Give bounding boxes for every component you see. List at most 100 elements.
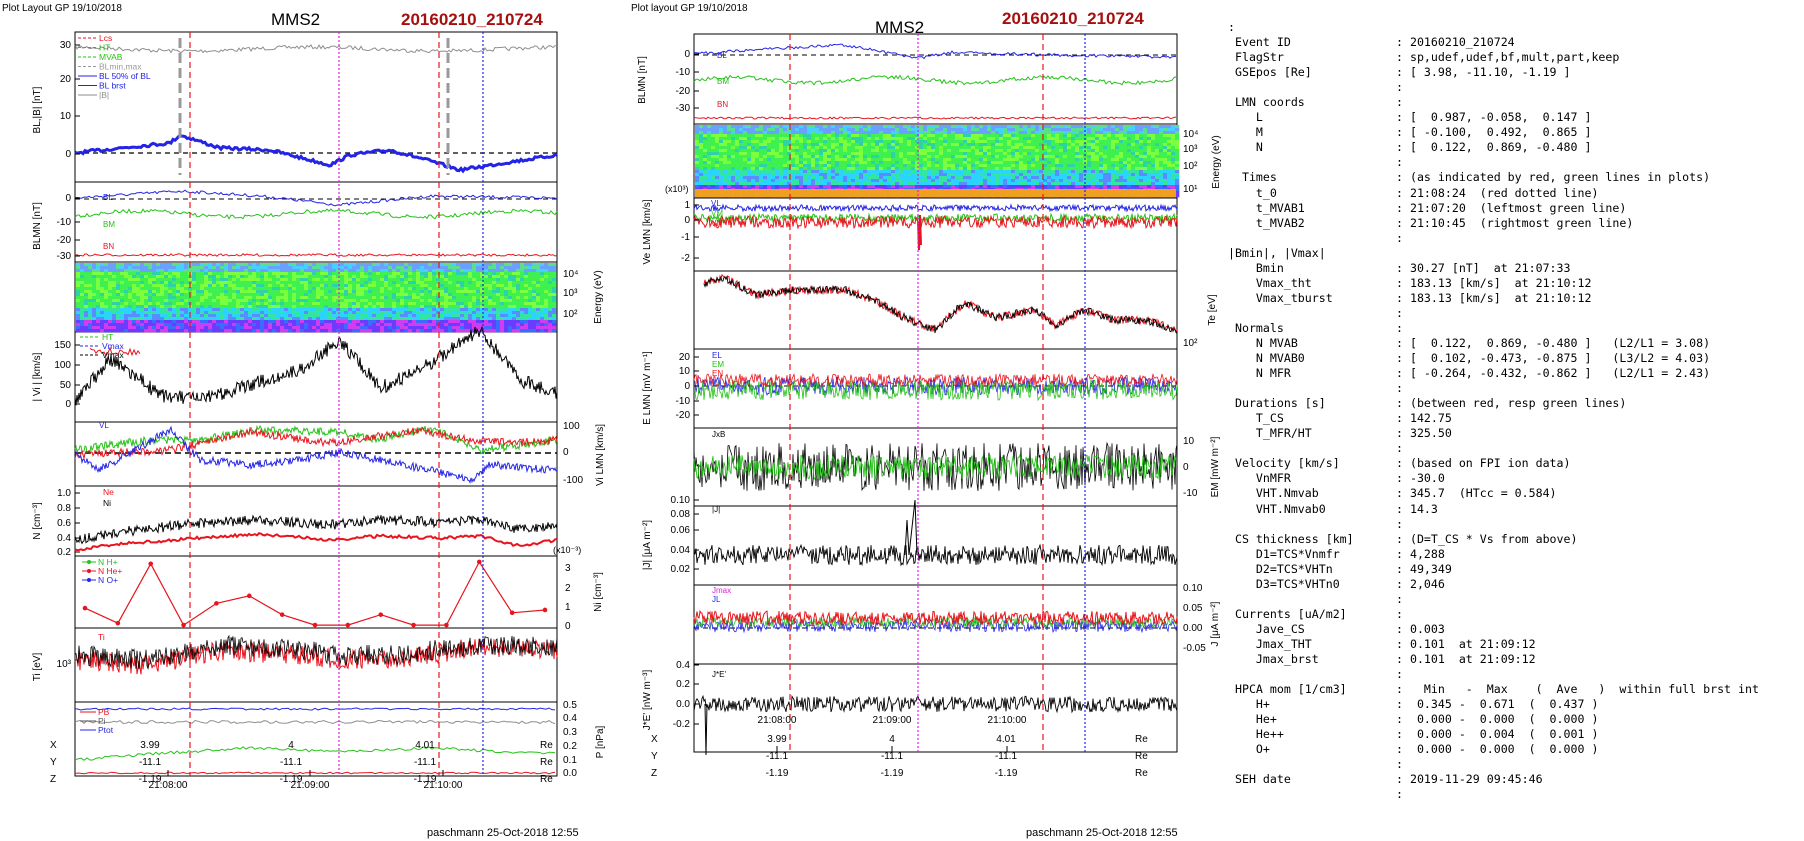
y-tick-label: -100 [563, 475, 583, 486]
coord-value: -11.1 [994, 751, 1018, 762]
y-tick-label: 0.6 [57, 518, 71, 529]
info-key: FlagStr [1234, 50, 1284, 65]
y-axis-label: BLMN [nT] [32, 202, 43, 250]
ne-line [74, 532, 558, 552]
y-axis-label: E LMN [mV m⁻¹] [642, 351, 653, 425]
info-value: : 49,349 [1396, 561, 1452, 576]
info-value: : 0.000 - 0.004 ( 0.001 ) [1396, 727, 1599, 742]
y-tick-label: 20 [60, 74, 72, 85]
coord-unit: Re [540, 740, 553, 751]
ve-l-line [693, 203, 1178, 213]
info-row: Times: (as indicated by red, green lines… [1228, 170, 1798, 185]
y-tick-label: 0 [684, 49, 690, 60]
info-key: Bmin [1255, 260, 1284, 275]
y-tick-label: 10¹ [1183, 184, 1198, 195]
y-axis-label: Energy (eV) [593, 270, 604, 323]
coord-value: -11.1 [138, 757, 162, 768]
x-tick-label: 21:09:00 [291, 780, 330, 791]
info-row: He+: 0.000 - 0.000 ( 0.000 ) [1228, 712, 1798, 727]
y-tick-label: 0.10 [1183, 583, 1203, 594]
y-tick-label: 10² [1183, 338, 1198, 349]
legend-label: PB [98, 707, 110, 717]
coord-label: X [50, 740, 57, 751]
y-tick-label: 0 [65, 193, 71, 204]
coord-value: -1.19 [994, 768, 1018, 779]
y-axis-label: N [cm⁻³] [32, 502, 43, 540]
coord-unit: Re [1135, 768, 1148, 779]
info-row: FlagStr: sp,udef,udef,bf,mult,part,keep [1228, 50, 1798, 65]
info-value: : [1396, 155, 1403, 170]
y-tick-label: -30 [57, 251, 72, 262]
info-key: He++ [1255, 727, 1284, 742]
y-tick-label: -30 [676, 103, 691, 114]
y-tick-label: 0.06 [671, 525, 691, 536]
y-tick-label: 10⁴ [1183, 129, 1198, 140]
info-key: VHT.Nmvab0 [1255, 501, 1326, 516]
info-key: Jmax_THT [1255, 636, 1312, 651]
y-tick-label: 0.2 [676, 679, 690, 690]
coord-unit: Re [1135, 751, 1148, 762]
je-spike [704, 703, 708, 756]
coord-value: -11.1 [413, 757, 437, 768]
legend-marker [87, 569, 91, 573]
y-axis-label: Te [eV] [1207, 294, 1218, 325]
info-row: Jmax_THT: 0.101 at 21:09:12 [1228, 637, 1798, 652]
info-value: : 0.003 [1396, 621, 1445, 636]
y-tick-label: 1 [684, 200, 690, 211]
legend-label: Pi [98, 716, 106, 726]
subplot-frame [693, 505, 1178, 586]
y-axis-label: J*E' [nW m⁻³] [642, 670, 653, 731]
info-value: : [1396, 606, 1403, 621]
info-row: SEH date: 2019-11-29 09:45:46 [1228, 772, 1798, 787]
info-key: H+ [1255, 697, 1270, 712]
middle-coordinates-table: X 3.99 4 4.01 Re Y -11.1 -11.1 -11.1 Re Z -1.19 -1.1… [615, 734, 1227, 804]
info-row: Event ID: 20160210_210724 [1228, 35, 1798, 50]
left-coordinates-table: X 3.99 4 4.01 Re Y -11.1 -11.1 -11.1 Re Z -1.19 -1.1… [0, 740, 615, 810]
coord-value: -1.19 [765, 768, 789, 779]
legend-marker [87, 578, 91, 582]
info-row: VHT.Nmvab0: 14.3 [1228, 502, 1798, 517]
he-plus-point [378, 612, 384, 617]
y-axis-label: J [μA m⁻²] [1210, 601, 1221, 646]
y-axis-label: Vi LMN [km/s] [595, 424, 606, 486]
info-row: D2=TCS*VHTn: 49,349 [1228, 562, 1798, 577]
vl-line [74, 425, 558, 485]
he-plus-point [312, 622, 318, 628]
info-row: t_MVAB2 : 21:10:45 (rightmost green line) [1228, 216, 1798, 231]
y-tick-label: -20 [676, 86, 691, 97]
info-row: CS thickness [km]: (D=T_CS * Vs from abo… [1228, 532, 1798, 547]
y-tick-label: 0 [565, 621, 571, 632]
he-plus-point [181, 622, 186, 628]
vn-line [74, 426, 558, 461]
y-axis-label: P [nPa] [595, 725, 606, 758]
y-tick-label: 0 [563, 447, 569, 458]
legend-label: BL brst [99, 81, 126, 91]
y-tick-label: -20 [676, 410, 691, 421]
he-plus-point [411, 622, 416, 628]
info-value: : 21:10:45 (rightmost green line) [1396, 215, 1634, 230]
y-tick-label: 20 [679, 352, 691, 363]
info-row: : [1228, 592, 1798, 607]
y-tick-label: -0.05 [1183, 643, 1206, 654]
bn-line [693, 116, 1177, 120]
coord-unit: Re [1135, 734, 1148, 745]
info-key: t_MVAB2 [1255, 215, 1305, 230]
info-value: : Min - Max ( Ave ) within full brst int [1396, 682, 1759, 697]
info-row: Velocity [km/s]: (based on FPI ion data) [1228, 456, 1798, 471]
y-tick-label: 0.02 [671, 564, 691, 575]
info-value: : [ 0.122, 0.869, -0.480 ] [1396, 140, 1592, 155]
info-key: He+ [1255, 712, 1277, 727]
info-row: Vmax_tburst: 183.13 [km/s] at 21:10:12 [1228, 291, 1798, 306]
y-tick-label: 0.1 [563, 755, 577, 766]
j-spike [904, 499, 918, 556]
legend-label: N O+ [98, 575, 118, 585]
info-value: : [1396, 591, 1403, 606]
info-value: : 0.000 - 0.000 ( 0.000 ) [1396, 742, 1599, 757]
y-tick-label: -10 [676, 396, 691, 407]
info-value: : 142.75 [1396, 411, 1452, 426]
scale-note: (x10³) [665, 184, 689, 194]
he-plus-point [246, 593, 252, 599]
info-key: T_CS [1255, 411, 1284, 426]
btotal-line [74, 44, 558, 54]
y-tick-label: -10 [57, 217, 72, 228]
